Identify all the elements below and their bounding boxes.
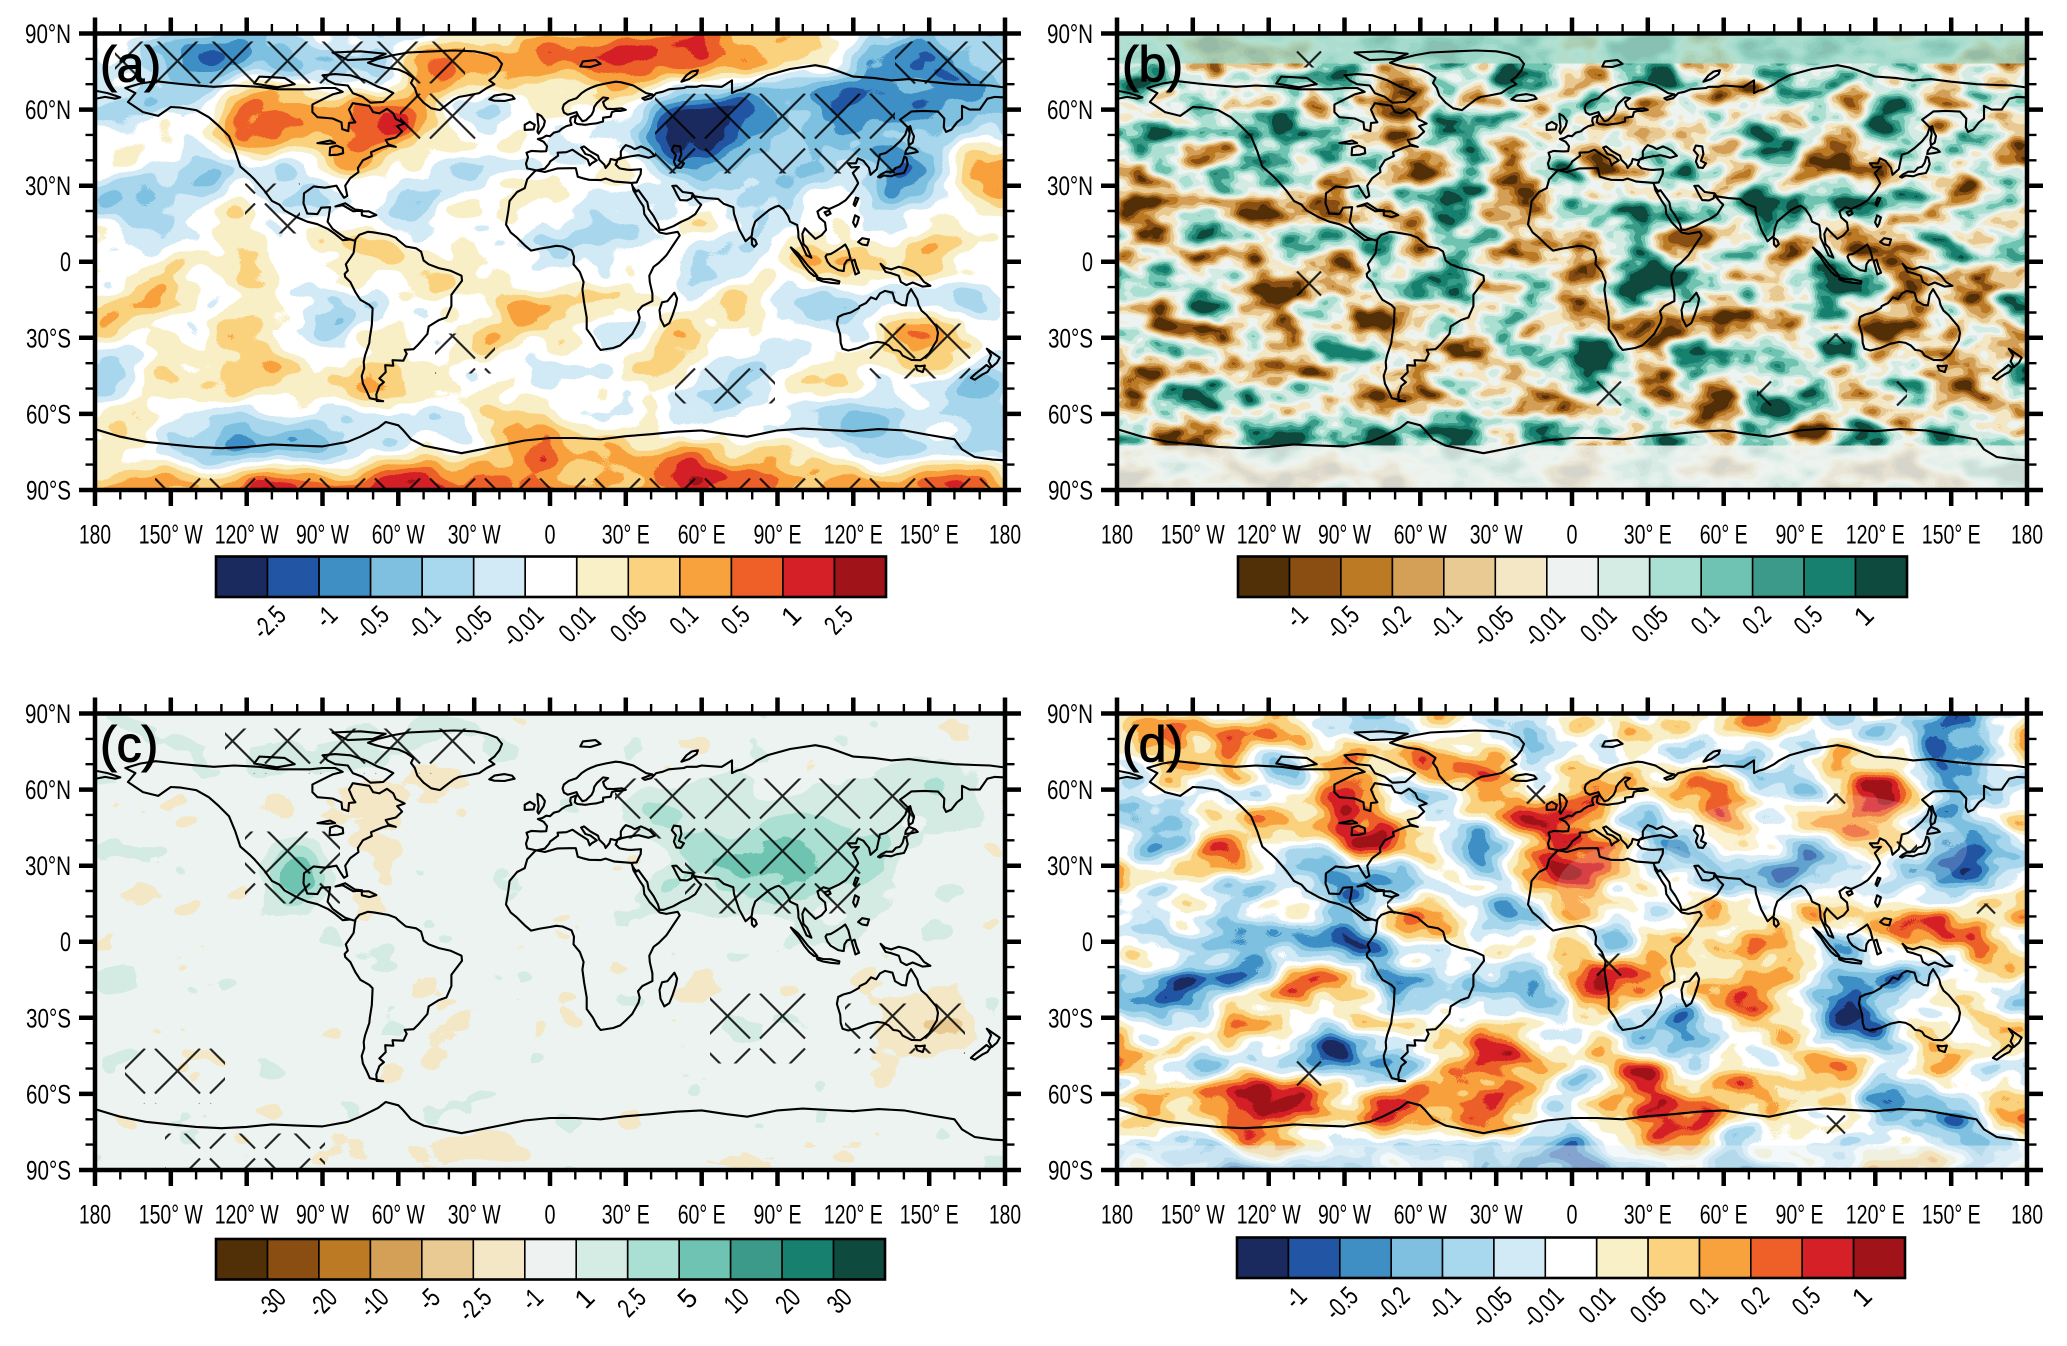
svg-text:90° E: 90° E xyxy=(754,520,802,550)
svg-text:90°S: 90°S xyxy=(26,1156,71,1186)
svg-text:30° E: 30° E xyxy=(1624,1200,1672,1230)
svg-text:180: 180 xyxy=(989,1200,1021,1230)
svg-text:120° E: 120° E xyxy=(824,520,883,550)
svg-text:60° E: 60° E xyxy=(1700,520,1748,550)
svg-text:60°S: 60°S xyxy=(1048,1079,1093,1109)
svg-text:90°S: 90°S xyxy=(1048,1156,1093,1186)
svg-text:30°S: 30°S xyxy=(1048,323,1093,353)
svg-text:30° W: 30° W xyxy=(448,1200,501,1230)
svg-text:60° E: 60° E xyxy=(1700,1200,1748,1230)
svg-text:30°N: 30°N xyxy=(25,851,71,881)
svg-text:150° E: 150° E xyxy=(1922,520,1981,550)
svg-text:120° W: 120° W xyxy=(1237,520,1301,550)
svg-text:90° W: 90° W xyxy=(296,1200,349,1230)
svg-text:60° W: 60° W xyxy=(372,1200,425,1230)
svg-text:90°S: 90°S xyxy=(1048,476,1093,506)
svg-text:(a): (a) xyxy=(100,37,161,93)
svg-text:90° E: 90° E xyxy=(754,1200,802,1230)
svg-text:30° W: 30° W xyxy=(1470,1200,1523,1230)
svg-text:30°N: 30°N xyxy=(25,171,71,201)
svg-text:150° E: 150° E xyxy=(1922,1200,1981,1230)
svg-text:120° E: 120° E xyxy=(824,1200,883,1230)
svg-text:(d): (d) xyxy=(1122,717,1183,773)
svg-text:150° W: 150° W xyxy=(1161,1200,1225,1230)
svg-text:0: 0 xyxy=(1082,247,1093,277)
svg-text:60°N: 60°N xyxy=(25,775,71,805)
svg-text:150° E: 150° E xyxy=(900,1200,959,1230)
svg-text:0: 0 xyxy=(60,927,71,957)
svg-text:90°S: 90°S xyxy=(26,476,71,506)
svg-text:120° W: 120° W xyxy=(215,1200,279,1230)
svg-text:180: 180 xyxy=(1101,520,1133,550)
svg-text:0: 0 xyxy=(1567,1200,1578,1230)
svg-text:60°S: 60°S xyxy=(26,399,71,429)
svg-text:180: 180 xyxy=(79,1200,111,1230)
svg-text:150° W: 150° W xyxy=(139,1200,203,1230)
svg-text:30°S: 30°S xyxy=(26,323,71,353)
svg-text:180: 180 xyxy=(79,520,111,550)
svg-text:(c): (c) xyxy=(100,717,158,773)
svg-text:180: 180 xyxy=(2011,1200,2043,1230)
svg-text:0: 0 xyxy=(1082,927,1093,957)
svg-text:120° E: 120° E xyxy=(1846,1200,1905,1230)
svg-text:30°S: 30°S xyxy=(1048,1003,1093,1033)
svg-text:90°N: 90°N xyxy=(25,19,71,49)
svg-text:60° W: 60° W xyxy=(372,520,425,550)
svg-text:0: 0 xyxy=(545,520,556,550)
svg-text:60° W: 60° W xyxy=(1394,1200,1447,1230)
svg-text:120° W: 120° W xyxy=(1237,1200,1301,1230)
svg-text:60° E: 60° E xyxy=(678,1200,726,1230)
svg-text:90° E: 90° E xyxy=(1776,520,1824,550)
svg-text:60° W: 60° W xyxy=(1394,520,1447,550)
svg-text:60°N: 60°N xyxy=(1047,95,1093,125)
svg-text:90°N: 90°N xyxy=(1047,19,1093,49)
svg-text:30°N: 30°N xyxy=(1047,851,1093,881)
svg-text:90° W: 90° W xyxy=(1318,1200,1371,1230)
svg-text:30°S: 30°S xyxy=(26,1003,71,1033)
svg-text:0: 0 xyxy=(60,247,71,277)
svg-text:(b): (b) xyxy=(1122,37,1183,93)
svg-text:150° W: 150° W xyxy=(1161,520,1225,550)
svg-text:180: 180 xyxy=(989,520,1021,550)
svg-text:60°S: 60°S xyxy=(1048,399,1093,429)
svg-text:150° E: 150° E xyxy=(900,520,959,550)
svg-text:90°N: 90°N xyxy=(25,699,71,729)
svg-text:120° W: 120° W xyxy=(215,520,279,550)
svg-text:90° W: 90° W xyxy=(296,520,349,550)
svg-text:120° E: 120° E xyxy=(1846,520,1905,550)
svg-text:0: 0 xyxy=(1567,520,1578,550)
svg-text:60°S: 60°S xyxy=(26,1079,71,1109)
svg-text:30° W: 30° W xyxy=(448,520,501,550)
svg-text:30° E: 30° E xyxy=(602,1200,650,1230)
svg-text:180: 180 xyxy=(2011,520,2043,550)
svg-text:30° E: 30° E xyxy=(1624,520,1672,550)
svg-text:180: 180 xyxy=(1101,1200,1133,1230)
svg-text:30° E: 30° E xyxy=(602,520,650,550)
svg-text:0: 0 xyxy=(545,1200,556,1230)
svg-text:90°N: 90°N xyxy=(1047,699,1093,729)
svg-text:30° W: 30° W xyxy=(1470,520,1523,550)
svg-text:60°N: 60°N xyxy=(1047,775,1093,805)
svg-text:60°N: 60°N xyxy=(25,95,71,125)
svg-text:90° E: 90° E xyxy=(1776,1200,1824,1230)
svg-text:60° E: 60° E xyxy=(678,520,726,550)
svg-text:150° W: 150° W xyxy=(139,520,203,550)
svg-text:30°N: 30°N xyxy=(1047,171,1093,201)
svg-text:90° W: 90° W xyxy=(1318,520,1371,550)
